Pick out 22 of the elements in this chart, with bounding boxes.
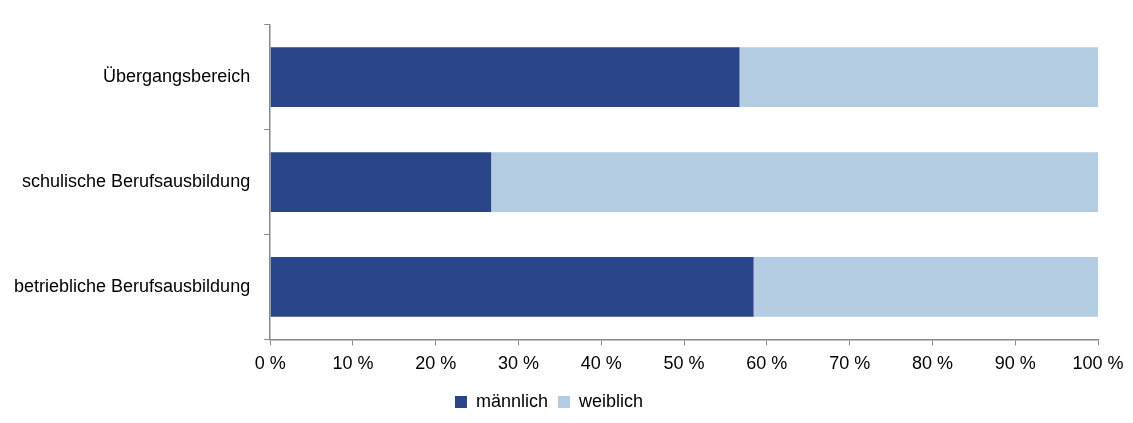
x-tick-label: 10 %: [332, 353, 374, 374]
legend-label: weiblich: [578, 390, 644, 411]
x-tick-label: 90 %: [994, 353, 1036, 374]
legend-label: männlich: [475, 390, 549, 411]
bar: [491, 152, 1098, 212]
x-tick-label: 20 %: [415, 353, 457, 374]
x-tick-label: 30 %: [497, 353, 540, 374]
bar: [270, 47, 740, 108]
x-tick-label: 0 %: [254, 353, 286, 374]
x-tick-label: 50 %: [663, 353, 705, 374]
x-tick-label: 100 %: [1072, 353, 1124, 374]
x-tick-label: 60 %: [746, 353, 788, 374]
bar: [753, 257, 1098, 317]
bar: [739, 47, 1098, 108]
y-tick-label: schulische Berufsausbildung: [22, 171, 251, 192]
x-tick-label: 70 %: [829, 353, 871, 374]
bar: [270, 257, 754, 317]
x-tick-label: 80 %: [911, 353, 953, 374]
y-tick-label: Übergangsbereich: [103, 66, 251, 87]
y-tick-label: betriebliche Berufsausbildung: [14, 275, 251, 296]
bar: [270, 152, 492, 212]
x-tick-label: 40 %: [580, 353, 622, 374]
